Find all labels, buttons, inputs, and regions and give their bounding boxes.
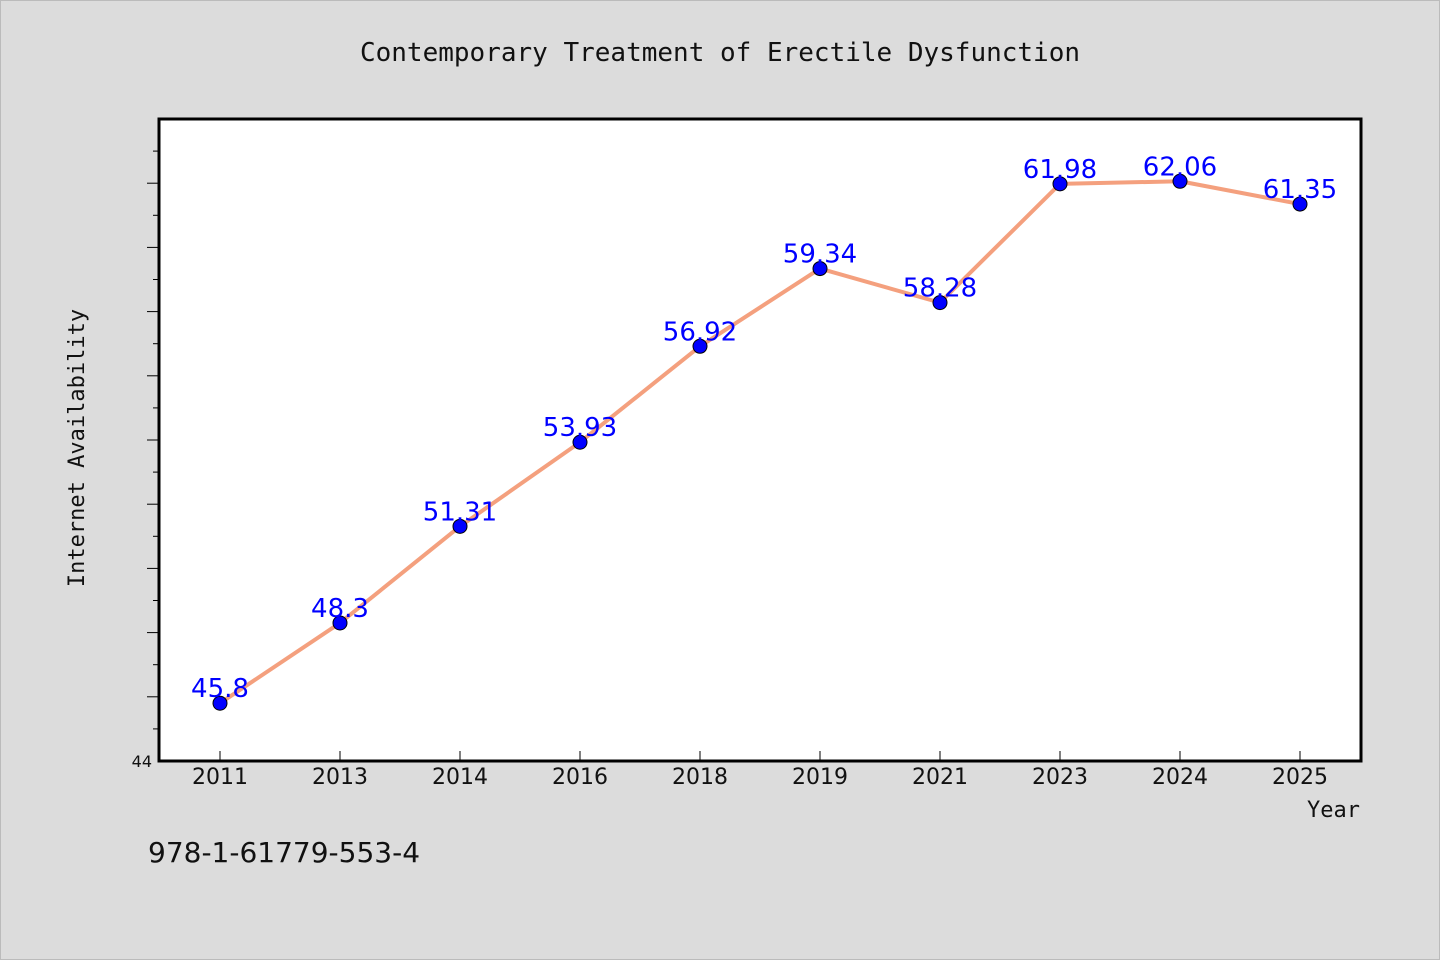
plot-area: [157, 117, 1363, 763]
data-point: [332, 615, 348, 631]
isbn-text: 978-1-61779-553-4: [148, 836, 420, 869]
chart-title: Contemporary Treatment of Erectile Dysfu…: [360, 38, 1080, 68]
x-tick-label: 2019: [792, 765, 848, 790]
x-tick-label: 2013: [312, 765, 368, 790]
y-axis-ticks: 44: [132, 150, 159, 771]
data-label: 45.8: [191, 674, 249, 704]
x-tick-label: 2024: [1152, 765, 1208, 790]
data-point: [1292, 196, 1308, 212]
data-point: [1172, 173, 1188, 189]
data-point: [1052, 176, 1068, 192]
data-point: [572, 434, 588, 450]
data-label: 51.31: [423, 497, 497, 527]
x-tick-label: 2023: [1032, 765, 1088, 790]
data-point: [452, 518, 468, 534]
data-label: 53.93: [543, 413, 617, 443]
x-tick-label: 2021: [912, 765, 968, 790]
data-labels: 45.8 48.3 51.31 53.93 56.92 59.34 58.28 61.98 62…: [191, 152, 1337, 704]
x-tick-label: 2011: [192, 765, 248, 790]
data-point: [692, 338, 708, 354]
x-axis-ticks: 2011 2013 2014 2016 2018 2019 2021 2023 2024 2025: [192, 751, 1328, 790]
data-label: 48.3: [311, 594, 369, 624]
x-tick-label: 2018: [672, 765, 728, 790]
y-axis-label: Internet Availability: [65, 309, 90, 587]
x-tick-label: 2025: [1272, 765, 1328, 790]
data-label: 62.06: [1143, 152, 1217, 182]
data-label: 61.35: [1263, 175, 1337, 205]
data-label: 61.98: [1023, 155, 1097, 185]
series-line: [218, 179, 1302, 706]
x-tick-label: 2016: [552, 765, 608, 790]
x-axis-label: Year: [1307, 798, 1360, 823]
data-label: 59.34: [783, 240, 857, 270]
data-point: [812, 261, 828, 277]
data-label: 58.28: [903, 274, 977, 304]
x-tick-label: 2014: [432, 765, 488, 790]
data-markers: [212, 173, 1308, 711]
data-point: [932, 295, 948, 311]
data-label: 56.92: [663, 317, 737, 347]
data-point: [212, 695, 228, 711]
y-tick-label: 44: [132, 752, 152, 771]
